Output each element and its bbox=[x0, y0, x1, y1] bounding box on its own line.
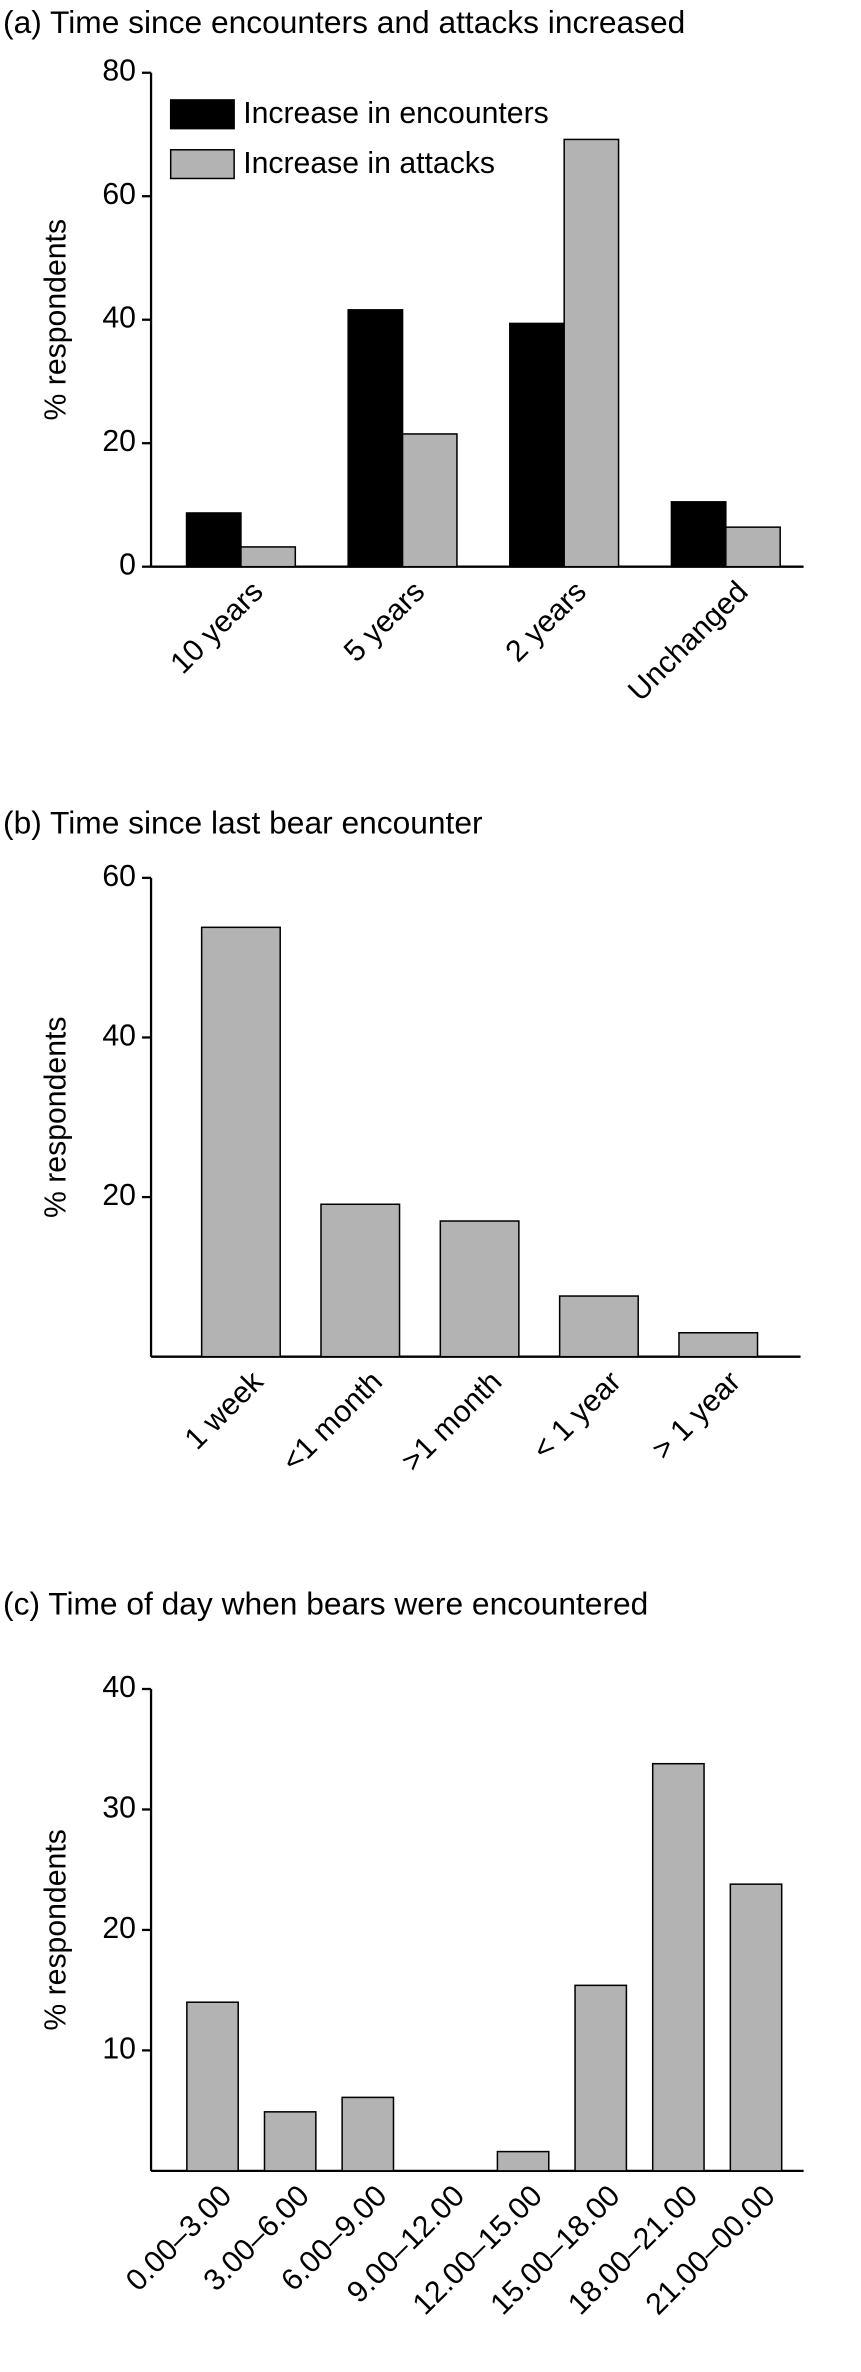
legend-swatch bbox=[169, 149, 235, 180]
y-tick-label: 60 bbox=[102, 860, 136, 893]
x-tick-label: Unchanged bbox=[622, 575, 755, 708]
bar bbox=[240, 546, 297, 568]
bar bbox=[347, 309, 404, 568]
y-tick-label: 0 bbox=[119, 549, 136, 582]
x-tick-label: 1 week bbox=[179, 1364, 271, 1456]
bar bbox=[320, 1203, 401, 1358]
chart-title: (a) Time since encounters and attacks in… bbox=[3, 4, 685, 40]
y-tick-label: 40 bbox=[102, 1671, 136, 1704]
bar bbox=[574, 1984, 628, 2172]
x-tick-label: > 1 year bbox=[646, 1365, 747, 1466]
bar bbox=[725, 526, 781, 568]
bar bbox=[185, 512, 242, 568]
x-tick-label: >1 month bbox=[395, 1365, 508, 1478]
y-tick-label: 80 bbox=[102, 55, 136, 88]
y-tick-label: 60 bbox=[102, 178, 136, 211]
bar bbox=[439, 1220, 520, 1358]
y-tick-label: 20 bbox=[102, 425, 136, 458]
legend-label: Increase in encounters bbox=[243, 97, 549, 130]
bar bbox=[563, 138, 620, 568]
y-axis-label: % respondents bbox=[39, 1017, 72, 1218]
y-tick-label: 40 bbox=[102, 1019, 136, 1052]
chart-title: (c) Time of day when bears were encounte… bbox=[3, 1585, 648, 1621]
bar bbox=[263, 2111, 317, 2172]
y-tick-label: 40 bbox=[102, 302, 136, 335]
x-tick-label: 10 years bbox=[164, 575, 269, 680]
legend-swatch bbox=[169, 99, 235, 130]
bar bbox=[509, 322, 565, 568]
bar bbox=[200, 926, 281, 1358]
x-tick-label: < 1 year bbox=[527, 1365, 628, 1466]
chart-title: (b) Time since last bear encounter bbox=[3, 804, 483, 840]
bar bbox=[729, 1883, 783, 2172]
y-tick-label: 30 bbox=[102, 1791, 136, 1824]
x-tick-label: <1 month bbox=[276, 1365, 389, 1478]
y-tick-label: 20 bbox=[102, 1179, 136, 1212]
x-tick-label: 2 years bbox=[500, 575, 593, 668]
y-axis-label: % respondents bbox=[39, 219, 72, 420]
bar bbox=[186, 2001, 239, 2172]
bar bbox=[401, 433, 458, 568]
y-tick-label: 10 bbox=[102, 2032, 136, 2065]
legend-label: Increase in attacks bbox=[243, 147, 495, 180]
bar bbox=[670, 501, 727, 568]
x-tick-label: 5 years bbox=[338, 575, 431, 668]
bar bbox=[651, 1762, 705, 2172]
y-axis-label: % respondents bbox=[39, 1829, 72, 2030]
bar bbox=[558, 1295, 639, 1358]
bar bbox=[496, 2150, 550, 2172]
bar bbox=[341, 2096, 395, 2172]
bar bbox=[678, 1331, 759, 1358]
y-tick-label: 20 bbox=[102, 1912, 136, 1945]
